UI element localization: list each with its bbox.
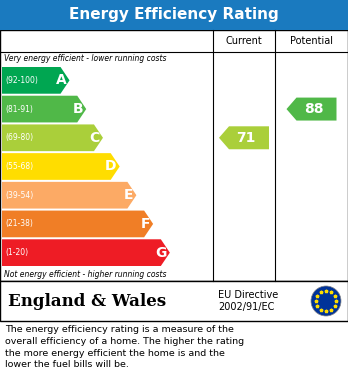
Text: EU Directive: EU Directive [218,290,278,300]
Text: C: C [90,131,100,145]
Bar [0,30,348,281]
Circle shape [311,286,341,316]
Text: England & Wales: England & Wales [8,292,166,310]
Text: (92-100): (92-100) [5,76,38,85]
Text: (69-80): (69-80) [5,133,33,142]
Text: Not energy efficient - higher running costs: Not energy efficient - higher running co… [4,270,166,279]
Polygon shape [2,96,86,122]
Text: E: E [124,188,133,202]
Text: Current: Current [226,36,262,46]
Polygon shape [2,153,120,180]
Text: 88: 88 [304,102,323,116]
Text: (39-54): (39-54) [5,191,33,200]
Text: G: G [156,246,167,260]
Text: 2002/91/EC: 2002/91/EC [218,302,274,312]
Text: 71: 71 [236,131,256,145]
Text: B: B [73,102,83,116]
Polygon shape [2,211,153,237]
Bar [0,281,348,321]
Polygon shape [2,67,70,94]
Text: Very energy efficient - lower running costs: Very energy efficient - lower running co… [4,54,166,63]
Polygon shape [2,239,170,266]
Text: Energy Efficiency Rating: Energy Efficiency Rating [69,7,279,23]
Text: A: A [56,74,66,87]
Text: Potential: Potential [290,36,333,46]
Text: (55-68): (55-68) [5,162,33,171]
Text: (21-38): (21-38) [5,219,33,228]
Polygon shape [219,126,269,149]
Polygon shape [286,98,337,120]
Text: The energy efficiency rating is a measure of the
overall efficiency of a home. T: The energy efficiency rating is a measur… [5,325,244,369]
Text: (1-20): (1-20) [5,248,28,257]
Bar [0,0,348,30]
Text: F: F [141,217,150,231]
Text: (81-91): (81-91) [5,104,33,113]
Polygon shape [2,182,136,208]
Text: D: D [105,160,117,174]
Polygon shape [2,124,103,151]
